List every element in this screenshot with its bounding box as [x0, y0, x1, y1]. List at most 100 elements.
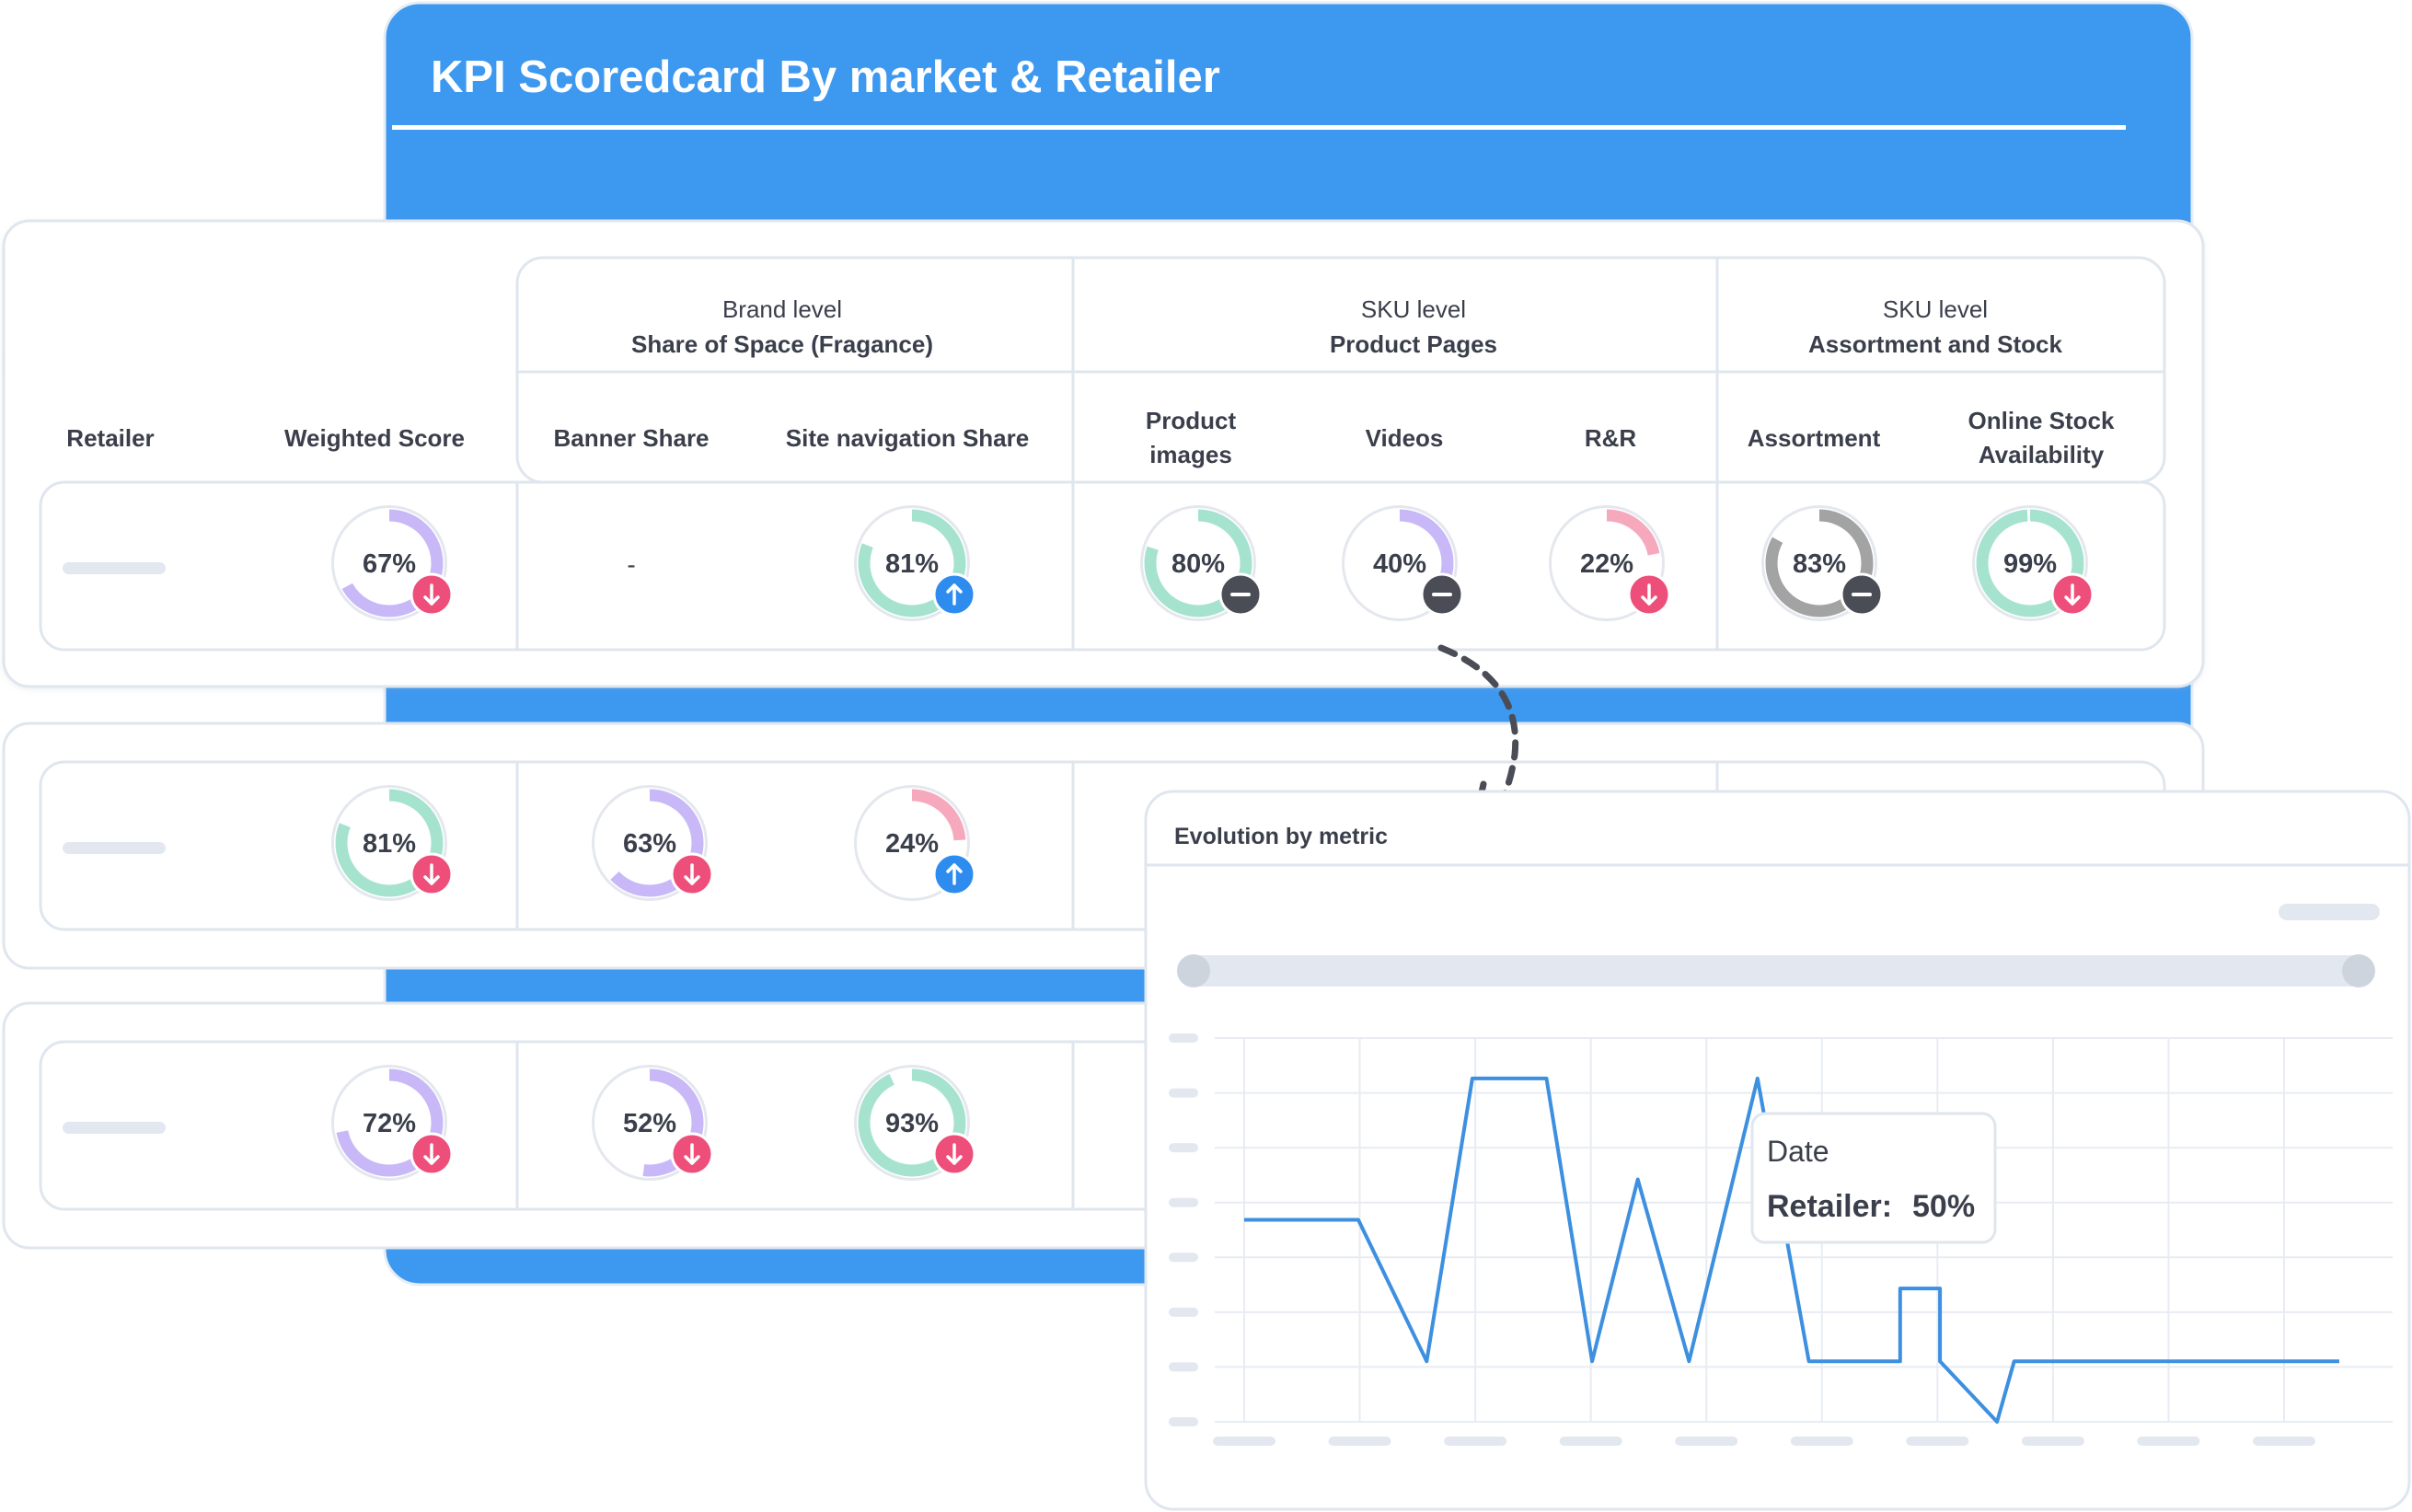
y-tick-label-placeholder [1169, 1033, 1198, 1043]
banner-share-empty: - [627, 550, 635, 579]
group-level-label: SKU level [1361, 295, 1466, 323]
y-tick-label-placeholder [1169, 1197, 1198, 1207]
gauge-outline [1972, 505, 2088, 621]
gauge-outline [854, 505, 970, 621]
y-tick-label-placeholder [1169, 1307, 1198, 1317]
retailer-name-placeholder [63, 562, 166, 574]
gauge-outline [592, 1065, 708, 1181]
gauge-arc [858, 789, 966, 897]
arrow-down-icon [2050, 572, 2095, 617]
gauge-value-label: 93% [885, 1109, 939, 1138]
minus-icon [1218, 572, 1263, 617]
column-header-site-navigation-share[interactable]: Site navigation Share [786, 424, 1029, 452]
range-slider-handle-start[interactable] [1177, 954, 1210, 987]
score-gauge-weighted[interactable]: 72% [331, 1065, 454, 1181]
arrow-up-icon [932, 852, 976, 896]
column-header-retailer[interactable]: Retailer [66, 424, 154, 452]
gauge-value-label: 83% [1793, 549, 1846, 579]
x-tick-label-placeholder [1906, 1437, 1969, 1446]
gauge-outline [1549, 505, 1665, 621]
x-tick-label-placeholder [1559, 1437, 1622, 1446]
gauge-outline [331, 1065, 447, 1181]
score-gauge-videos[interactable]: 40% [1342, 505, 1464, 621]
gauge-arc [335, 1068, 444, 1177]
gauge-outline [1761, 505, 1877, 621]
gauge-arc [1976, 509, 2084, 617]
evolution-line-chart [1169, 1033, 2393, 1446]
arrow-down-icon [410, 572, 454, 617]
gauge-outline [331, 785, 447, 901]
gauge-outline [1342, 505, 1458, 621]
gauge-value-label: 72% [363, 1109, 416, 1138]
score-gauge-weighted[interactable]: 81% [331, 785, 454, 901]
gauge-value-label: 63% [623, 829, 676, 859]
gauge-value-label: 81% [363, 829, 416, 859]
gauge-value-label: 22% [1580, 549, 1633, 579]
arrow-down-icon [1627, 572, 1671, 617]
table-row[interactable] [39, 480, 2166, 652]
gauge-arc [335, 789, 444, 897]
gauge-outline [854, 785, 970, 901]
evolution-panel: Evolution by metric Date Retailer: 50% [1144, 790, 2411, 1511]
arrow-up-icon [932, 572, 976, 617]
y-tick-label-placeholder [1169, 1143, 1198, 1153]
score-gauge-site-nav[interactable]: 93% [854, 1065, 976, 1181]
arrow-down-icon [670, 852, 714, 896]
column-header-product-images[interactable]: Product [1146, 407, 1237, 434]
range-slider-handle-end[interactable] [2342, 954, 2375, 987]
gauge-arc [858, 1068, 966, 1177]
retailer-name-placeholder [63, 842, 166, 854]
gauge-arc [1552, 509, 1661, 617]
tooltip-series-label: Retailer: [1767, 1189, 1892, 1224]
column-header-videos[interactable]: Videos [1366, 424, 1444, 452]
y-tick-label-placeholder [1169, 1417, 1198, 1426]
series-line-retailer[interactable] [1244, 1076, 2339, 1424]
score-gauge-site-nav[interactable]: 24% [854, 785, 976, 901]
gauge-arc [335, 509, 444, 617]
score-gauge-banner[interactable]: 52% [592, 1065, 714, 1181]
date-range-slider[interactable] [1178, 955, 2374, 987]
scorecard-card-primary: Brand level Share of Space (Fragance) SK… [2, 219, 2205, 688]
score-gauge-assortment[interactable]: 83% [1761, 505, 1884, 621]
y-tick-label-placeholder [1169, 1088, 1198, 1098]
gauge-arc [595, 1068, 704, 1177]
gauge-value-label: 81% [885, 549, 939, 579]
gauge-value-label: 24% [885, 829, 939, 859]
group-name-label: Product Pages [1330, 330, 1497, 358]
minus-icon [1420, 572, 1464, 617]
score-gauge-product-images[interactable]: 80% [1140, 505, 1263, 621]
column-header-weighted-score[interactable]: Weighted Score [284, 424, 465, 452]
column-header-banner-share[interactable]: Banner Share [553, 424, 709, 452]
metric-selector-placeholder[interactable] [2279, 904, 2380, 920]
gauge-value-label: 40% [1373, 549, 1426, 579]
score-gauges: 67% 81% 80% 40% 22% 83% 99% 81% 63% 24% 72% 52% 93% [331, 505, 2095, 1181]
y-tick-label-placeholder [1169, 1252, 1198, 1263]
gauge-value-label: 67% [363, 549, 416, 579]
score-gauge-weighted[interactable]: 67% [331, 505, 454, 621]
gauge-outline [592, 785, 708, 901]
column-header-online-stock[interactable]: Availability [1979, 441, 2105, 468]
arrow-down-icon [670, 1132, 714, 1176]
gauge-arc [1765, 509, 1874, 617]
score-gauge-banner[interactable]: 63% [592, 785, 714, 901]
minus-icon [1840, 572, 1884, 617]
tooltip-value-label: 50% [1912, 1189, 1975, 1224]
x-tick-label-placeholder [1444, 1437, 1507, 1446]
column-header-rr[interactable]: R&R [1585, 424, 1637, 452]
column-header-assortment[interactable]: Assortment [1748, 424, 1881, 452]
score-gauge-stock[interactable]: 99% [1972, 505, 2095, 621]
column-header-product-images[interactable]: images [1149, 441, 1232, 468]
x-tick-label-placeholder [2137, 1437, 2200, 1446]
group-level-label: SKU level [1883, 295, 1988, 323]
column-header-online-stock[interactable]: Online Stock [1968, 407, 2115, 434]
gauge-arc [858, 509, 966, 617]
score-gauge-site-nav[interactable]: 81% [854, 505, 976, 621]
x-tick-label-placeholder [2253, 1437, 2315, 1446]
y-tick-label-placeholder [1169, 1362, 1198, 1372]
retailer-name-placeholder [63, 1122, 166, 1134]
gauge-arc [1144, 509, 1252, 617]
page-title: KPI Scoredcard By market & Retailer [431, 52, 1220, 102]
score-gauge-rr[interactable]: 22% [1549, 505, 1671, 621]
arrow-down-icon [410, 852, 454, 896]
gauge-outline [854, 1065, 970, 1181]
